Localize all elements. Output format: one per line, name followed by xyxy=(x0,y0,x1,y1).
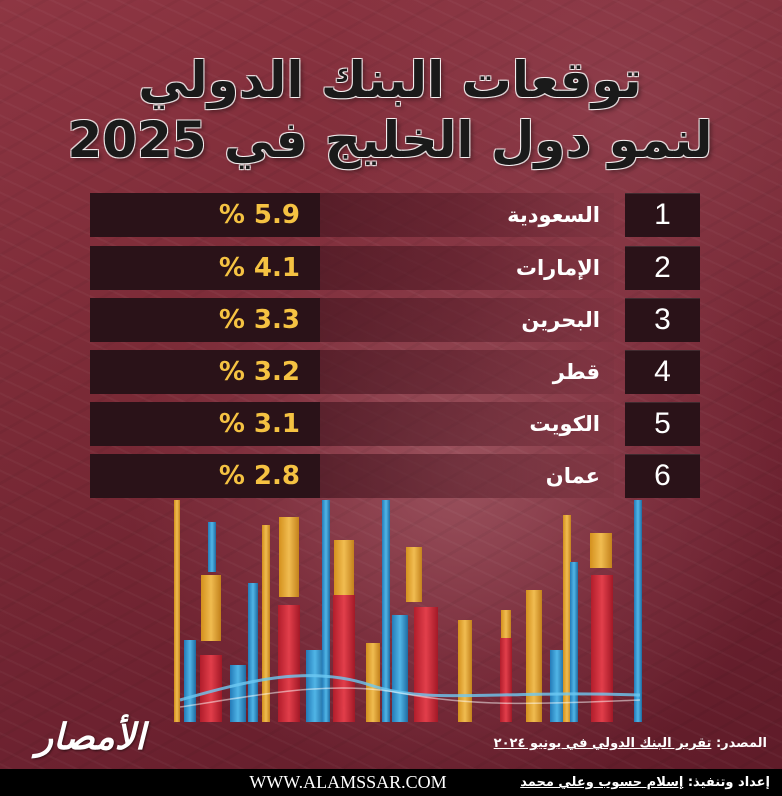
ranking-row: % 3.1 الكويت 5 xyxy=(0,402,782,448)
rank-number: 6 xyxy=(625,454,700,498)
ranking-row: % 3.2 قطر 4 xyxy=(0,350,782,396)
source-note: المصدر: تقرير البنك الدولي في يونيو ٢٠٢٤ xyxy=(493,733,767,755)
ranking-row: % 5.9 السعودية 1 xyxy=(0,193,782,239)
page-title-line-1: توقعات البنك الدولي xyxy=(138,51,642,109)
country-name: الكويت xyxy=(529,412,600,436)
country-name: السعودية xyxy=(507,203,600,227)
page-title-line-2: لنمو دول الخليج في 2025 xyxy=(67,111,713,169)
footer-bar: إعداد وتنفيذ: إسلام حسوب وعلي محمد WWW.A… xyxy=(0,769,782,796)
growth-value: % 3.1 xyxy=(90,402,320,446)
credits: إعداد وتنفيذ: إسلام حسوب وعلي محمد xyxy=(470,769,770,796)
growth-value: % 3.3 xyxy=(90,298,320,342)
rank-number: 5 xyxy=(625,402,700,446)
source-label: المصدر: xyxy=(715,736,767,751)
growth-value: % 3.2 xyxy=(90,350,320,394)
ranking-row: % 2.8 عمان 6 xyxy=(0,454,782,500)
rank-number: 2 xyxy=(625,246,700,290)
country-name: الإمارات xyxy=(515,256,600,280)
credits-names: إسلام حسوب وعلي محمد xyxy=(520,775,684,790)
credits-label: إعداد وتنفيذ: xyxy=(687,775,770,790)
source-text: تقرير البنك الدولي في يونيو ٢٠٢٤ xyxy=(493,736,712,751)
decorative-bar-graphic xyxy=(174,500,642,722)
rank-number: 4 xyxy=(625,350,700,394)
rank-number: 3 xyxy=(625,298,700,342)
brand-logo: الأمصار xyxy=(35,716,146,758)
ranking-row: % 3.3 البحرين 3 xyxy=(0,298,782,344)
country-name: البحرين xyxy=(521,308,600,332)
rank-number: 1 xyxy=(625,193,700,237)
website-link[interactable]: WWW.ALAMSSAR.COM xyxy=(249,772,447,792)
growth-value: % 4.1 xyxy=(90,246,320,290)
country-name: عمان xyxy=(545,464,600,488)
growth-value: % 5.9 xyxy=(90,193,320,237)
ranking-row: % 4.1 الإمارات 2 xyxy=(0,246,782,292)
country-name: قطر xyxy=(552,360,600,384)
growth-value: % 2.8 xyxy=(90,454,320,498)
